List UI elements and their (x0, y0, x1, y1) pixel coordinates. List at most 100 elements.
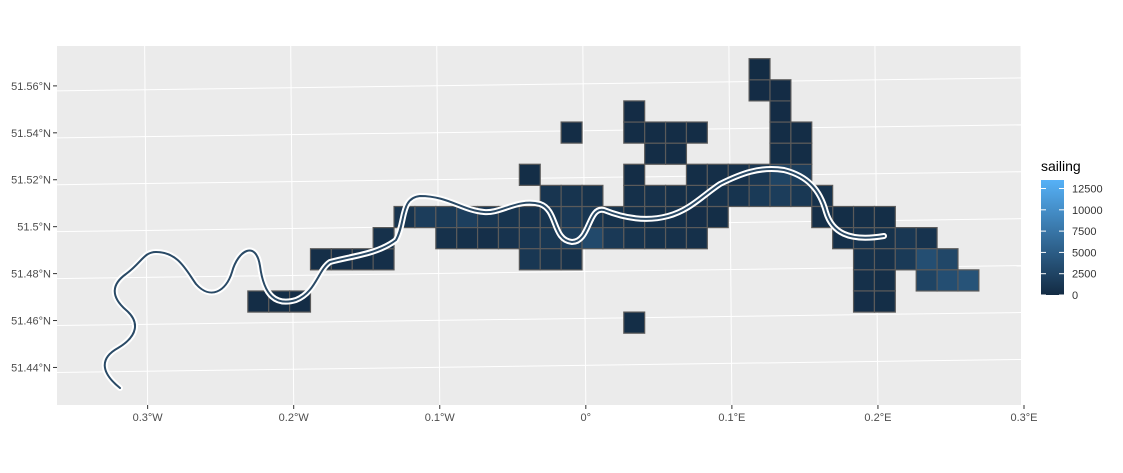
grid-line-lat (56, 358, 1022, 373)
thames-river (101, 166, 887, 391)
heatmap-cell (497, 227, 520, 250)
heatmap-cell (915, 269, 938, 292)
heatmap-cell (936, 248, 959, 271)
heatmap-cell (769, 142, 792, 165)
heatmap-cell (664, 184, 688, 208)
heatmap-cell (769, 100, 792, 123)
heatmap-cell (936, 269, 959, 292)
heatmap-cell (560, 121, 583, 144)
river-water (103, 168, 885, 389)
heatmap-cell (435, 205, 458, 229)
heatmap-cell (644, 121, 667, 144)
heatmap-cell (623, 163, 646, 186)
heatmap-cell (476, 227, 500, 250)
y-tick-label: 51.54°N (11, 128, 51, 140)
heatmap-cell (685, 163, 708, 186)
y-tick-label: 51.56°N (11, 81, 51, 93)
heatmap-cell (748, 58, 771, 81)
x-tick-label: 0.1°W (425, 412, 456, 424)
heatmap-cell (602, 227, 625, 250)
y-tick-label: 51.44°N (11, 362, 51, 374)
heatmap-cell (685, 227, 708, 250)
heatmap-cell (560, 248, 583, 271)
heatmap-cell (414, 205, 437, 229)
legend-label: 5000 (1072, 247, 1096, 259)
heatmap-cell (748, 184, 771, 208)
heatmap-cell (873, 205, 896, 229)
y-tick-label: 51.52°N (11, 175, 51, 187)
x-axis: 0.3°W 0.2°W 0.1°W 0° 0.1°E 0.2°E 0.3°E (133, 405, 1038, 424)
heatmap-cell (894, 248, 917, 271)
heatmap-cell (435, 227, 458, 250)
heatmap-cell (644, 227, 667, 250)
heatmap-cell (769, 184, 792, 208)
heatmap-cell (664, 121, 688, 144)
heatmap-cell (539, 248, 562, 271)
x-tick-label: 0.2°E (864, 412, 891, 424)
heatmap-cell (685, 121, 708, 144)
heatmap-cell (873, 269, 896, 292)
heatmap-cell (748, 79, 771, 102)
heatmap-cell (664, 142, 688, 165)
legend-label: 12500 (1072, 184, 1103, 196)
heatmap-cell (623, 121, 646, 144)
grid-line-lat (56, 312, 1022, 327)
y-tick-label: 51.46°N (11, 316, 51, 328)
heatmap-cell (644, 184, 667, 208)
heatmap-cell (518, 205, 541, 229)
legend-label: 0 (1072, 290, 1078, 302)
grid-line-lon (1020, 45, 1025, 406)
heatmap-cell (790, 142, 813, 165)
heatmap-cell (790, 121, 813, 144)
heatmap-cell (456, 227, 479, 250)
x-tick-label: 0.2°W (279, 412, 310, 424)
heatmap-cell (873, 248, 896, 271)
heatmap-cell (623, 184, 646, 208)
legend: sailing 12500 10000 7500 5000 2500 0 (1041, 158, 1103, 302)
heatmap-cell (957, 269, 980, 292)
heatmap-cell (623, 100, 646, 123)
y-tick-label: 51.5°N (17, 222, 51, 234)
heatmap-cell (873, 290, 896, 313)
heatmap-cell (852, 248, 876, 271)
heatmap-cell (915, 227, 938, 250)
heatmap-cell (706, 205, 729, 229)
heatmap-cell (581, 184, 604, 208)
heatmap-cell (623, 311, 646, 334)
heatmap-cell (769, 121, 792, 144)
heatmap-cell (664, 227, 688, 250)
grid-line-lon (144, 45, 149, 406)
heatmap-cell (518, 248, 541, 271)
heatmap-cell (790, 184, 813, 208)
x-tick-label: 0.1°E (718, 412, 745, 424)
heatmap-cell (769, 79, 792, 102)
grid-line-lat (56, 77, 1022, 92)
x-tick-label: 0.3°E (1010, 412, 1037, 424)
heatmap-cell (644, 142, 667, 165)
heatmap-cell (518, 227, 541, 250)
y-axis: 51.44°N 51.46°N 51.48°N 51.5°N 51.52°N 51.54°… (11, 81, 57, 374)
x-tick-label: 0° (581, 412, 592, 424)
heatmap-cell (852, 290, 876, 313)
legend-title: sailing (1041, 158, 1081, 174)
heatmap-cell (560, 184, 583, 208)
heatmap-cell (727, 184, 750, 208)
legend-label: 10000 (1072, 205, 1103, 217)
grid-line-lon (290, 45, 295, 406)
x-tick-label: 0.3°W (133, 412, 164, 424)
legend-colorbar (1041, 180, 1064, 295)
legend-label: 7500 (1072, 226, 1096, 238)
y-tick-label: 51.48°N (11, 269, 51, 281)
heatmap-cell (852, 205, 876, 229)
heatmap-cell (518, 163, 541, 186)
heatmap-cell (852, 269, 876, 292)
heatmap-cell (560, 205, 583, 229)
legend-label: 2500 (1072, 269, 1096, 281)
heatmap-cell (894, 227, 917, 250)
heatmap-cell (915, 248, 938, 271)
grid-line-lon (728, 45, 733, 406)
heatmap-cell (623, 227, 646, 250)
grid-line-lat (56, 124, 1022, 139)
heatmap-cell (247, 290, 270, 313)
